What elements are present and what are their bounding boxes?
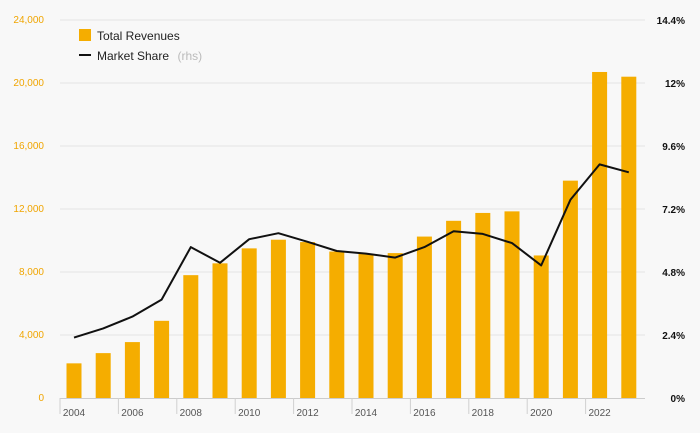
- x-tick-label: 2014: [355, 408, 378, 419]
- x-tick-label: 2012: [296, 408, 319, 419]
- bar-2011: [270, 239, 286, 398]
- x-axis: 2004 2006 2008 2010 2012 2014 2016 2018 2020 2022: [59, 398, 645, 419]
- legend-label-rhs: (rhs): [177, 49, 202, 63]
- line-series: [73, 163, 630, 339]
- left-tick-label: 24,000: [13, 15, 44, 26]
- bar-2013: [329, 251, 345, 398]
- left-tick-label: 16,000: [13, 141, 44, 152]
- legend-label-total-revenues: Total Revenues: [97, 29, 180, 43]
- legend-swatch-total-revenues: [79, 29, 91, 41]
- left-tick-label: 8,000: [19, 267, 44, 278]
- x-tick-label: 2022: [588, 408, 611, 419]
- bar-2009: [212, 263, 228, 398]
- bar-2021: [562, 180, 578, 398]
- gridlines: [60, 19, 645, 336]
- right-tick-label: 0%: [671, 394, 686, 405]
- bar-2008: [183, 275, 199, 398]
- x-tick-label: 2018: [472, 408, 495, 419]
- bar-2020: [533, 255, 549, 398]
- left-tick-label: 0: [38, 393, 44, 404]
- right-tick-label: 7.2%: [662, 205, 685, 216]
- right-tick-label: 14.4%: [657, 16, 685, 27]
- bar-2023: [621, 76, 637, 398]
- bar-2019: [504, 211, 520, 398]
- legend-label-market-share-group: Market Share (rhs): [97, 47, 202, 64]
- x-tick-label: 2020: [530, 408, 553, 419]
- bar-2014: [358, 253, 374, 398]
- bar-2018: [475, 212, 491, 398]
- x-tick-label: 2004: [63, 408, 86, 419]
- bar-2004: [66, 363, 82, 398]
- x-tick-label: 2006: [121, 408, 144, 419]
- x-tick-label: 2008: [180, 408, 203, 419]
- right-tick-label: 2.4%: [662, 331, 685, 342]
- bar-series: [66, 71, 637, 398]
- bar-2005: [95, 353, 111, 398]
- left-tick-label: 4,000: [19, 330, 44, 341]
- bar-2022: [592, 71, 608, 398]
- legend-label-market-share: Market Share: [97, 49, 169, 63]
- left-axis: 0 4,000 8,000 12,000 16,000 20,000 24,000: [13, 15, 44, 404]
- bar-2010: [241, 248, 257, 398]
- bar-2007: [154, 320, 170, 398]
- x-tick-label: 2010: [238, 408, 261, 419]
- right-tick-label: 4.8%: [662, 268, 685, 279]
- x-tick-label: 2016: [413, 408, 436, 419]
- left-tick-label: 12,000: [13, 204, 44, 215]
- bar-2012: [300, 242, 316, 398]
- right-tick-label: 12%: [665, 79, 685, 90]
- right-axis: 0% 2.4% 4.8% 7.2% 9.6% 12% 14.4%: [657, 16, 685, 405]
- legend: Total Revenues Market Share (rhs): [79, 29, 202, 64]
- bar-2006: [124, 342, 140, 398]
- bar-2017: [446, 220, 462, 398]
- left-tick-label: 20,000: [13, 78, 44, 89]
- market-share-line: [73, 163, 630, 339]
- right-tick-label: 9.6%: [662, 142, 685, 153]
- bar-2016: [416, 236, 432, 398]
- bar-2015: [387, 253, 403, 398]
